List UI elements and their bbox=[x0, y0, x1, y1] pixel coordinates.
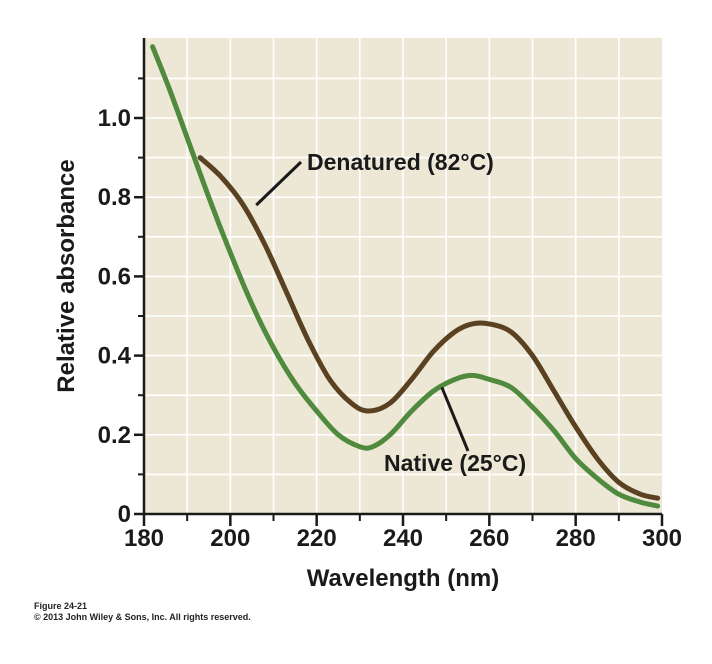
native-label-pointer bbox=[440, 386, 470, 452]
series-lines bbox=[150, 44, 661, 509]
y-tick-label: 1.0 bbox=[98, 105, 131, 132]
y-tick-label: 0 bbox=[118, 501, 131, 528]
native-label: Native (25°C) bbox=[384, 450, 526, 476]
x-tick-label: 300 bbox=[642, 525, 682, 552]
denatured-label-pointer bbox=[255, 160, 303, 207]
copyright-caption: © 2013 John Wiley & Sons, Inc. All right… bbox=[34, 612, 251, 622]
x-tick-label: 260 bbox=[469, 525, 509, 552]
x-axis-title: Wavelength (nm) bbox=[307, 565, 499, 592]
denatured-curve bbox=[197, 155, 661, 501]
x-tick-label: 200 bbox=[210, 525, 250, 552]
axis-ticks: 180 200 220 240 260 280 300 0 0.2 0.4 0.6 0.8 1.0 bbox=[98, 77, 682, 552]
x-tick-label: 240 bbox=[383, 525, 423, 552]
x-tick-label: 220 bbox=[297, 525, 337, 552]
y-tick-label: 0.6 bbox=[98, 263, 131, 290]
y-tick-label: 0.8 bbox=[98, 184, 131, 211]
y-tick-label: 0.4 bbox=[98, 343, 132, 370]
grid-lines bbox=[144, 38, 662, 514]
x-tick-label: 180 bbox=[124, 525, 164, 552]
annotations: Denatured (82°C) Native (25°C) bbox=[255, 149, 526, 476]
y-axis-title: Relative absorbance bbox=[53, 159, 80, 392]
x-tick-label: 280 bbox=[556, 525, 596, 552]
figure-number-caption: Figure 24-21 bbox=[34, 601, 88, 611]
native-curve bbox=[150, 44, 661, 509]
y-tick-label: 0.2 bbox=[98, 422, 131, 449]
denatured-label: Denatured (82°C) bbox=[307, 149, 494, 175]
